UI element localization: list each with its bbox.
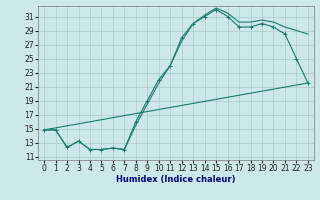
X-axis label: Humidex (Indice chaleur): Humidex (Indice chaleur)	[116, 175, 236, 184]
